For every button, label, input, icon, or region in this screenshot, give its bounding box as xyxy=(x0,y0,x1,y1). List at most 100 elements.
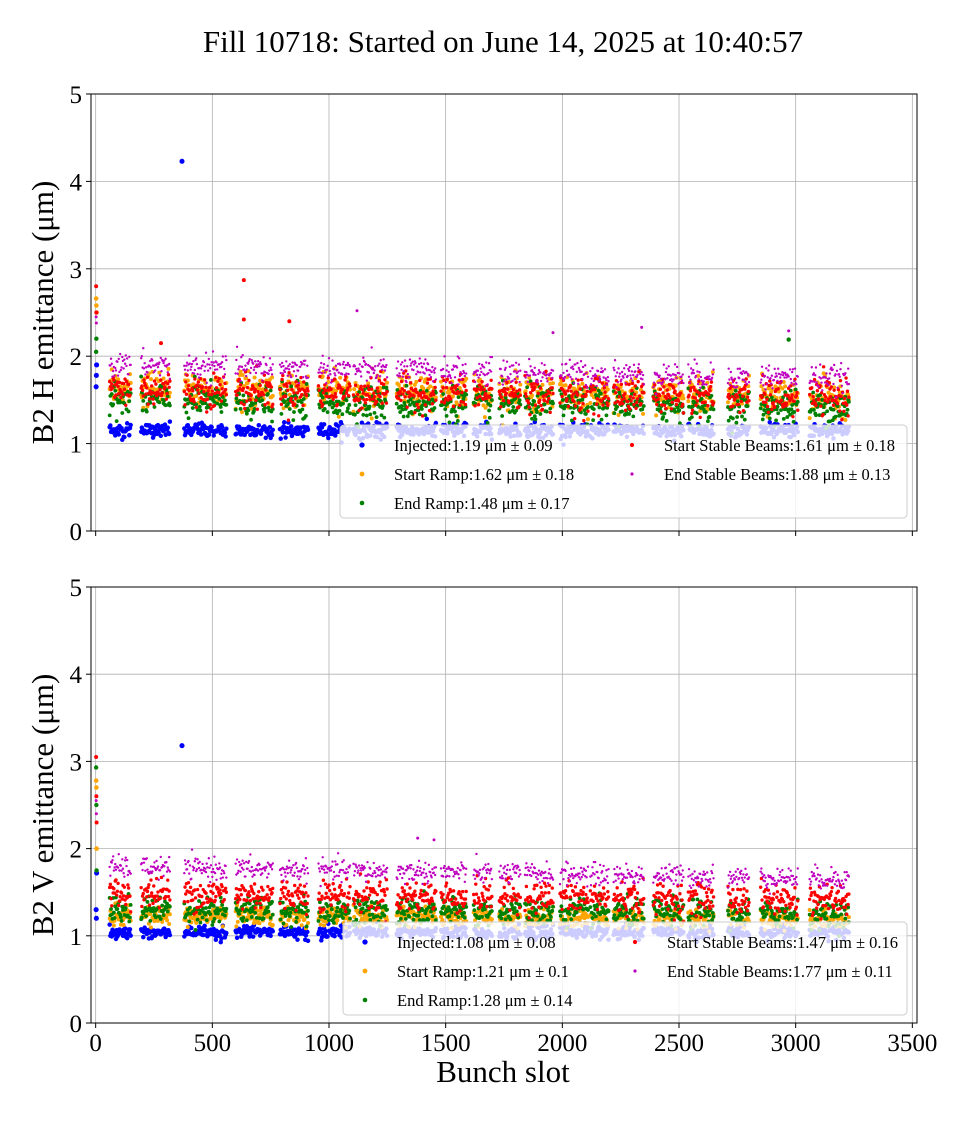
data-point xyxy=(425,417,430,422)
data-point xyxy=(402,370,404,372)
data-point xyxy=(834,415,838,419)
data-point xyxy=(241,366,243,368)
data-point xyxy=(614,359,616,361)
data-point xyxy=(573,417,576,420)
data-point xyxy=(222,355,224,357)
data-point xyxy=(790,393,793,396)
data-point xyxy=(612,367,614,369)
data-point xyxy=(280,403,283,406)
data-point xyxy=(576,362,578,364)
data-point xyxy=(478,363,480,365)
data-point xyxy=(143,362,145,364)
data-point xyxy=(195,357,197,359)
data-point xyxy=(224,373,226,375)
data-point xyxy=(675,374,677,376)
data-point xyxy=(333,377,336,380)
data-point xyxy=(167,386,170,389)
data-point xyxy=(700,379,702,381)
data-point xyxy=(417,371,419,373)
data-point xyxy=(154,382,157,385)
data-point xyxy=(793,380,795,382)
data-point xyxy=(503,380,505,382)
data-point xyxy=(271,428,276,433)
data-point xyxy=(695,411,699,415)
data-point xyxy=(829,395,832,398)
data-point xyxy=(592,412,595,415)
data-point xyxy=(260,398,264,402)
data-point xyxy=(239,380,241,382)
data-point xyxy=(624,382,626,384)
data-point xyxy=(527,401,530,404)
data-point xyxy=(364,401,367,404)
data-point xyxy=(618,375,620,377)
data-point xyxy=(328,357,330,359)
data-point xyxy=(245,375,247,377)
data-point xyxy=(280,378,283,381)
data-point xyxy=(641,412,645,416)
data-point xyxy=(307,376,309,378)
data-point xyxy=(625,364,627,366)
data-point-outlier xyxy=(552,331,555,334)
data-point xyxy=(127,399,131,403)
data-point xyxy=(773,406,776,409)
data-point xyxy=(260,363,262,365)
data-point xyxy=(838,409,841,412)
data-point xyxy=(712,373,714,375)
data-point xyxy=(160,357,162,359)
data-point xyxy=(595,402,598,405)
data-point xyxy=(642,404,646,408)
data-point xyxy=(306,365,308,367)
data-point xyxy=(395,367,397,369)
data-point xyxy=(163,386,166,389)
data-point xyxy=(145,386,148,389)
data-point xyxy=(195,405,198,408)
data-point xyxy=(384,369,386,371)
data-point xyxy=(847,395,850,398)
data-point xyxy=(378,362,380,364)
data-point xyxy=(773,368,775,370)
y-tick-label: 0 xyxy=(70,519,83,546)
data-point xyxy=(405,405,408,408)
data-point xyxy=(304,359,306,361)
data-point xyxy=(125,354,127,356)
data-point xyxy=(271,403,274,406)
data-point xyxy=(708,375,710,377)
data-point xyxy=(564,383,568,387)
data-point xyxy=(347,373,349,375)
data-point xyxy=(373,411,377,415)
data-point xyxy=(817,397,820,400)
data-point xyxy=(123,358,125,360)
data-point xyxy=(292,365,294,367)
data-point xyxy=(707,393,710,396)
data-point xyxy=(279,363,281,365)
data-point xyxy=(242,387,245,390)
data-point xyxy=(465,389,468,392)
data-point xyxy=(338,371,340,373)
data-point xyxy=(829,372,831,374)
data-point xyxy=(780,373,782,375)
data-point xyxy=(785,402,788,405)
data-point xyxy=(373,369,375,371)
data-point xyxy=(727,419,731,423)
data-point xyxy=(423,363,425,365)
data-point xyxy=(843,397,846,400)
data-point xyxy=(209,367,211,369)
data-point xyxy=(587,376,589,378)
data-point xyxy=(423,372,425,374)
data-point xyxy=(146,371,148,373)
data-point xyxy=(248,360,250,362)
data-point xyxy=(284,371,286,373)
data-point xyxy=(444,375,446,377)
data-point xyxy=(769,377,771,379)
data-point xyxy=(371,346,373,348)
data-point xyxy=(698,371,700,373)
data-point xyxy=(566,389,569,392)
data-point xyxy=(738,377,740,379)
data-point xyxy=(682,382,684,384)
data-point xyxy=(490,387,493,390)
data-point xyxy=(404,359,406,361)
data-point xyxy=(832,368,834,370)
data-point xyxy=(519,370,521,372)
data-point xyxy=(529,374,531,376)
data-point xyxy=(376,374,378,376)
